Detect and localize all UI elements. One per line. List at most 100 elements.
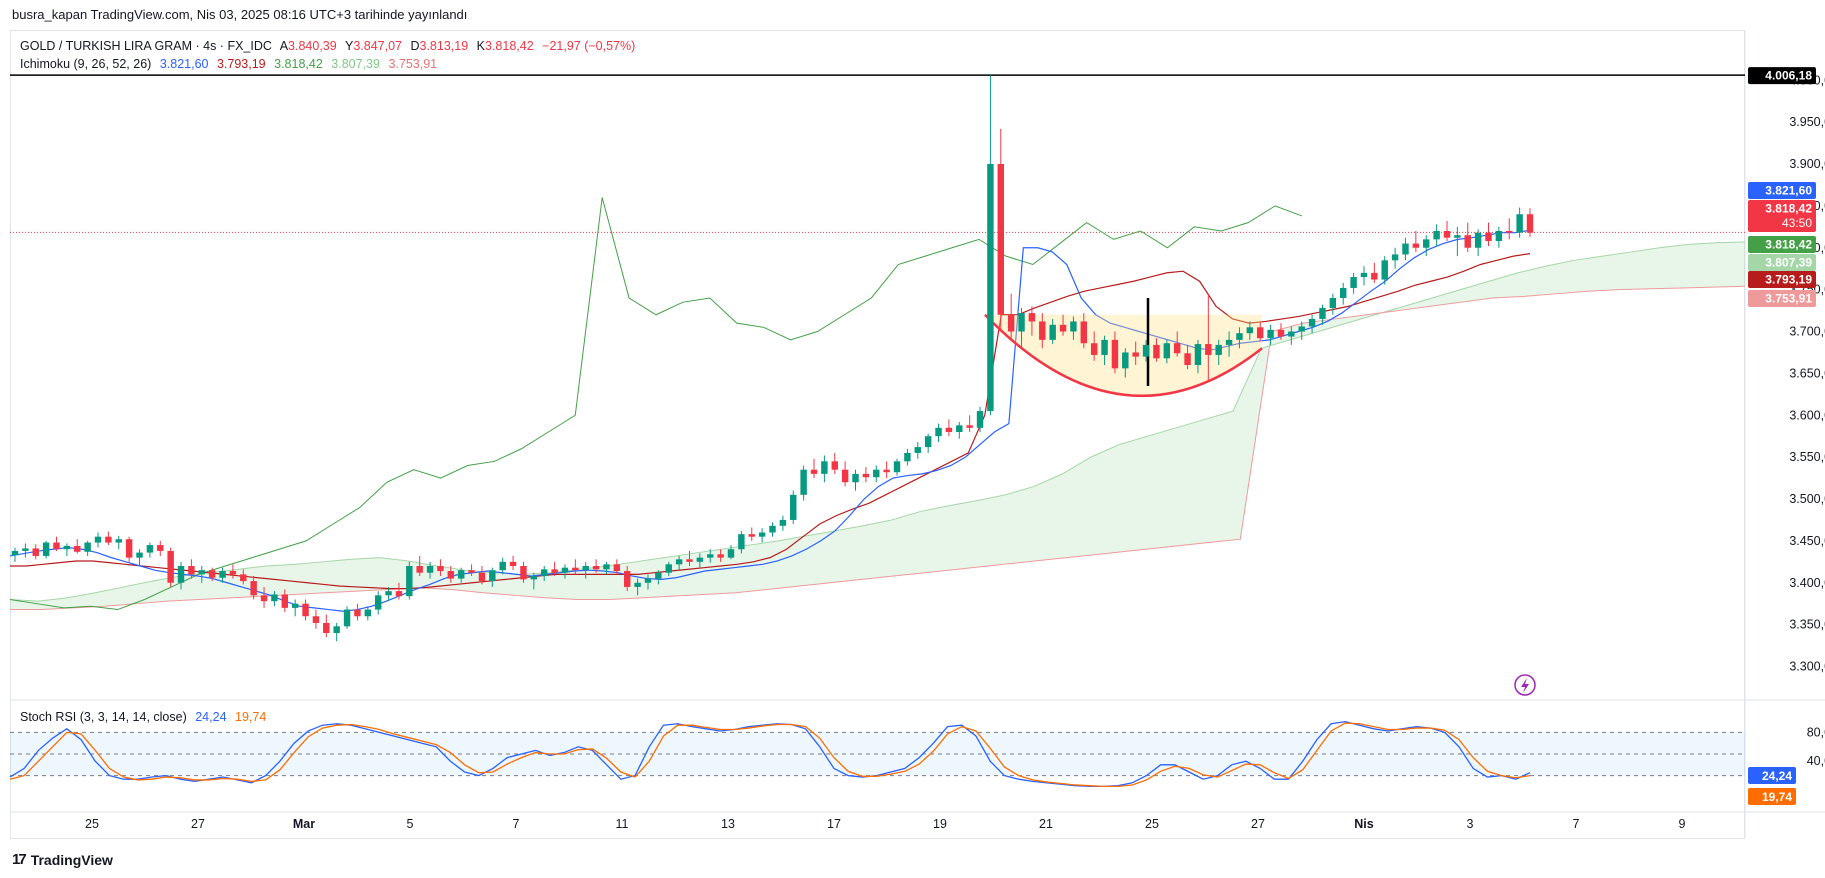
candle (416, 555, 423, 577)
time-tick-label: 27 (1251, 817, 1265, 831)
candle (655, 570, 662, 585)
candle-body (395, 591, 403, 597)
candle (893, 458, 901, 476)
candle (468, 564, 475, 577)
candle-body (1381, 260, 1388, 280)
tradingview-logo: 17 TradingView (12, 851, 113, 868)
ohlc-high: Y3.847,07 (344, 39, 402, 53)
candle-body (779, 519, 787, 526)
candle-body (74, 545, 81, 552)
candle-body (478, 572, 486, 582)
candle-body (561, 567, 569, 573)
candle (1122, 348, 1129, 378)
candle (136, 549, 143, 566)
candle-body (1495, 231, 1503, 242)
candle (914, 442, 921, 459)
candle-body (1433, 231, 1440, 240)
candle-body (624, 571, 631, 587)
candle-body (208, 570, 216, 578)
candle (665, 561, 672, 577)
candle-body (873, 469, 880, 478)
ichimoku-legend[interactable]: Ichimoku (9, 26, 52, 26) 3.821,60 3.793,… (20, 57, 442, 71)
candle (260, 586, 268, 608)
candle (1039, 313, 1046, 349)
candle-body (582, 566, 589, 571)
candle (1007, 293, 1015, 340)
candle-body (468, 570, 475, 573)
candle (1516, 207, 1523, 238)
candle (572, 559, 579, 575)
candle-body (935, 427, 942, 437)
candle-body (883, 469, 890, 473)
price-label-text: 3.807,39 (1765, 256, 1812, 270)
candle-body (1474, 232, 1482, 248)
candle-body (987, 164, 994, 412)
candle-body (260, 595, 268, 602)
candle (841, 461, 849, 487)
candle-body (42, 542, 50, 556)
ohlc-low: D3.813,19 (410, 39, 469, 53)
candle (561, 564, 569, 579)
candle (291, 599, 299, 617)
candle (1371, 262, 1378, 283)
candle (84, 540, 91, 556)
candle (1308, 314, 1316, 334)
candle (229, 564, 237, 579)
candle-body (831, 461, 838, 470)
candle-body (32, 548, 39, 556)
candle-body (416, 566, 423, 573)
candle-body (250, 581, 257, 596)
ichimoku-name: Ichimoku (9, 26, 52, 26) (20, 57, 152, 71)
candle-body (665, 564, 672, 573)
candle-body (177, 566, 185, 583)
candle-body (1028, 313, 1036, 322)
candle-body (447, 571, 455, 579)
candle (1194, 339, 1202, 374)
lightning-icon-bolt (1521, 678, 1529, 693)
candle-body (198, 570, 205, 575)
candle (1163, 339, 1171, 364)
stoch-legend[interactable]: Stoch RSI (3, 3, 14, 14, close) 24,24 19… (20, 710, 271, 724)
candle (1142, 339, 1150, 362)
candle (800, 465, 807, 501)
candle-body (1236, 333, 1243, 340)
candle (74, 539, 81, 554)
price-tick-label: 3.350,00 (1789, 618, 1825, 632)
candle (1412, 231, 1420, 252)
price-label-text: 3.821,60 (1765, 184, 1812, 198)
candle (105, 531, 112, 546)
candle-body (1225, 339, 1233, 345)
time-tick-label: 27 (191, 817, 205, 831)
candle (406, 561, 413, 600)
candle (509, 555, 517, 571)
symbol-title[interactable]: GOLD / TURKISH LIRA GRAM · 4s · FX_IDC (20, 39, 272, 53)
candle (312, 609, 320, 629)
candle-body (956, 425, 963, 432)
candle (644, 574, 652, 590)
candle (956, 421, 963, 439)
candle (1256, 321, 1264, 342)
candle-body (1506, 231, 1513, 233)
price-label-text: 4.006,18 (1765, 69, 1812, 83)
candle (115, 535, 122, 550)
ichimoku-span-a-value: 3.807,39 (331, 57, 380, 71)
time-tick-label: Nis (1354, 817, 1374, 831)
candle (634, 578, 641, 596)
candle-body (271, 594, 278, 602)
candle (323, 614, 330, 638)
candle (1485, 222, 1492, 247)
candle (686, 550, 693, 566)
lightning-alert-icon[interactable] (1514, 674, 1536, 696)
candle-body (997, 164, 1005, 315)
candle-body (852, 473, 859, 483)
candle (540, 566, 548, 582)
candle (1423, 235, 1430, 257)
candle-body (1288, 331, 1295, 337)
candle (592, 559, 600, 573)
price-tick-label: 3.450,00 (1789, 534, 1825, 548)
candle (1205, 293, 1212, 382)
candle-body (1412, 243, 1420, 248)
candle (1132, 341, 1139, 365)
candle-body (1132, 352, 1139, 357)
